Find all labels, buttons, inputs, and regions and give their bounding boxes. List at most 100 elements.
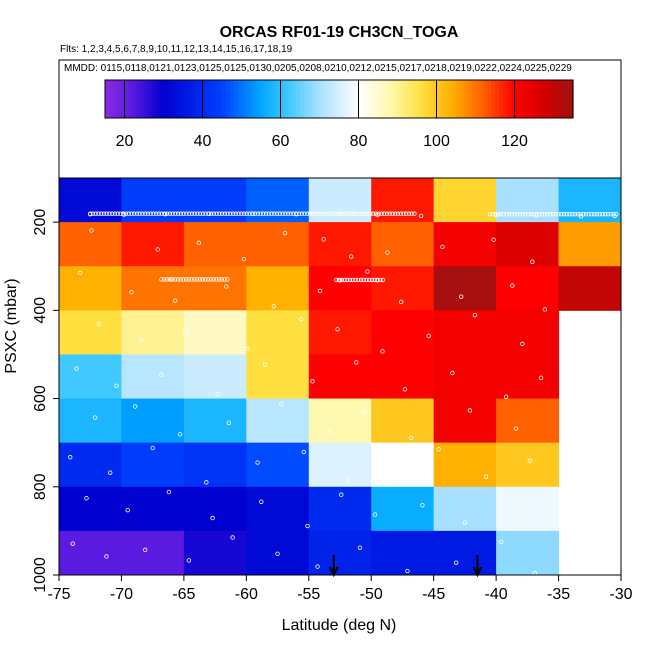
sample-point: [517, 509, 523, 515]
sample-point: [406, 211, 412, 216]
sample-point: [301, 449, 306, 455]
colorbar-segment: [459, 80, 465, 118]
sample-point: [528, 211, 534, 217]
heatmap-cell: [308, 354, 372, 400]
sample-point: [491, 237, 496, 242]
sample-point: [349, 211, 354, 216]
heatmap-cell: [308, 398, 372, 444]
sample-point: [376, 211, 381, 216]
colorbar-segment: [553, 80, 558, 118]
sample-point: [263, 211, 269, 216]
y-tick-label: 400: [32, 297, 49, 324]
colorbar-segment: [557, 80, 562, 118]
sample-point: [125, 507, 130, 513]
colorbar-segment: [389, 80, 395, 118]
sample-point: [178, 277, 183, 282]
sample-point: [539, 211, 545, 217]
heatmap-cell: [496, 530, 560, 576]
sample-point: [275, 551, 280, 557]
colorbar-segment: [268, 80, 274, 118]
chart-title: ORCAS RF01-19 CH3CN_TOGA: [220, 24, 459, 41]
sample-point: [493, 211, 498, 217]
colorbar-segment: [526, 80, 531, 118]
colorbar-segment: [264, 80, 270, 118]
sample-point: [493, 212, 499, 218]
sample-point: [197, 211, 203, 216]
sample-point: [384, 211, 390, 216]
colorbar-segment: [331, 80, 336, 118]
sample-point: [329, 211, 335, 216]
sample-point: [594, 211, 600, 217]
sample-point: [239, 211, 244, 216]
colorbar-tick-label: 60: [272, 133, 290, 150]
colorbar-segment: [112, 80, 118, 118]
sample-point: [186, 558, 192, 563]
colorbar-segment: [530, 80, 535, 118]
sample-point: [570, 211, 575, 217]
colorbar-segment: [561, 80, 566, 118]
sample-point: [145, 211, 151, 216]
sample-point: [107, 211, 112, 216]
colorbar-segment: [479, 80, 484, 118]
colorbar-segment: [132, 80, 137, 118]
sample-point: [315, 564, 320, 569]
colorbar-segment: [163, 80, 168, 118]
sample-point: [261, 211, 266, 216]
sample-point: [467, 408, 473, 413]
heatmap-cell: [59, 354, 122, 400]
sample-point: [321, 211, 326, 216]
colorbar-segment: [307, 80, 313, 118]
sample-point: [578, 214, 584, 219]
sample-point: [245, 346, 250, 351]
sample-point: [294, 211, 299, 217]
sample-point: [401, 211, 406, 216]
sample-point: [78, 270, 83, 276]
heatmap-cell: [433, 530, 497, 576]
sample-point: [453, 560, 459, 565]
colorbar-segment: [385, 80, 391, 118]
sample-point: [350, 277, 355, 283]
sample-point: [390, 211, 395, 216]
sample-point: [501, 211, 506, 217]
heatmap-cell: [59, 442, 122, 488]
heatmap-cell: [121, 178, 185, 223]
x-axis-label: Latitude (deg N): [282, 617, 397, 634]
heatmap-cell: [246, 310, 310, 355]
sample-point: [200, 211, 206, 216]
sample-point: [372, 277, 377, 283]
sample-point: [527, 458, 533, 463]
x-tick-label: -35: [547, 586, 570, 603]
plot-frame: [58, 177, 622, 576]
sample-point: [553, 211, 559, 217]
sample-point: [503, 394, 509, 399]
colorbar-segment: [233, 80, 239, 118]
colorbar-tick-label: 120: [501, 133, 528, 150]
sample-point: [367, 277, 372, 283]
colorbar-segment: [537, 80, 543, 118]
sample-point: [380, 349, 385, 354]
sample-point: [247, 211, 252, 216]
heatmap-cell: [183, 398, 247, 444]
sample-point: [88, 211, 93, 217]
heatmap-cell: [371, 266, 435, 311]
sample-point: [409, 211, 414, 216]
sample-point: [110, 211, 115, 216]
heatmap-cell: [121, 310, 185, 355]
sample-point: [139, 338, 144, 343]
sample-point: [487, 211, 493, 217]
sample-point: [132, 404, 138, 409]
sample-point: [262, 362, 268, 367]
sample-point: [129, 211, 134, 216]
sample-point: [369, 277, 375, 283]
sample-point: [509, 211, 515, 217]
heatmap-cell: [496, 354, 560, 400]
sample-point: [357, 545, 363, 550]
heatmap-cell: [121, 354, 185, 400]
sample-point: [89, 228, 94, 233]
colorbar-segment: [436, 80, 441, 118]
sample-point: [398, 299, 404, 305]
sample-point: [274, 211, 280, 216]
sample-point: [458, 294, 464, 299]
colorbar-segment: [393, 80, 399, 118]
